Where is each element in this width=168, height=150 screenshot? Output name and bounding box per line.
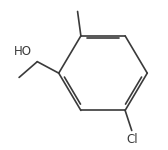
Text: HO: HO (14, 45, 32, 58)
Text: Cl: Cl (127, 133, 138, 146)
